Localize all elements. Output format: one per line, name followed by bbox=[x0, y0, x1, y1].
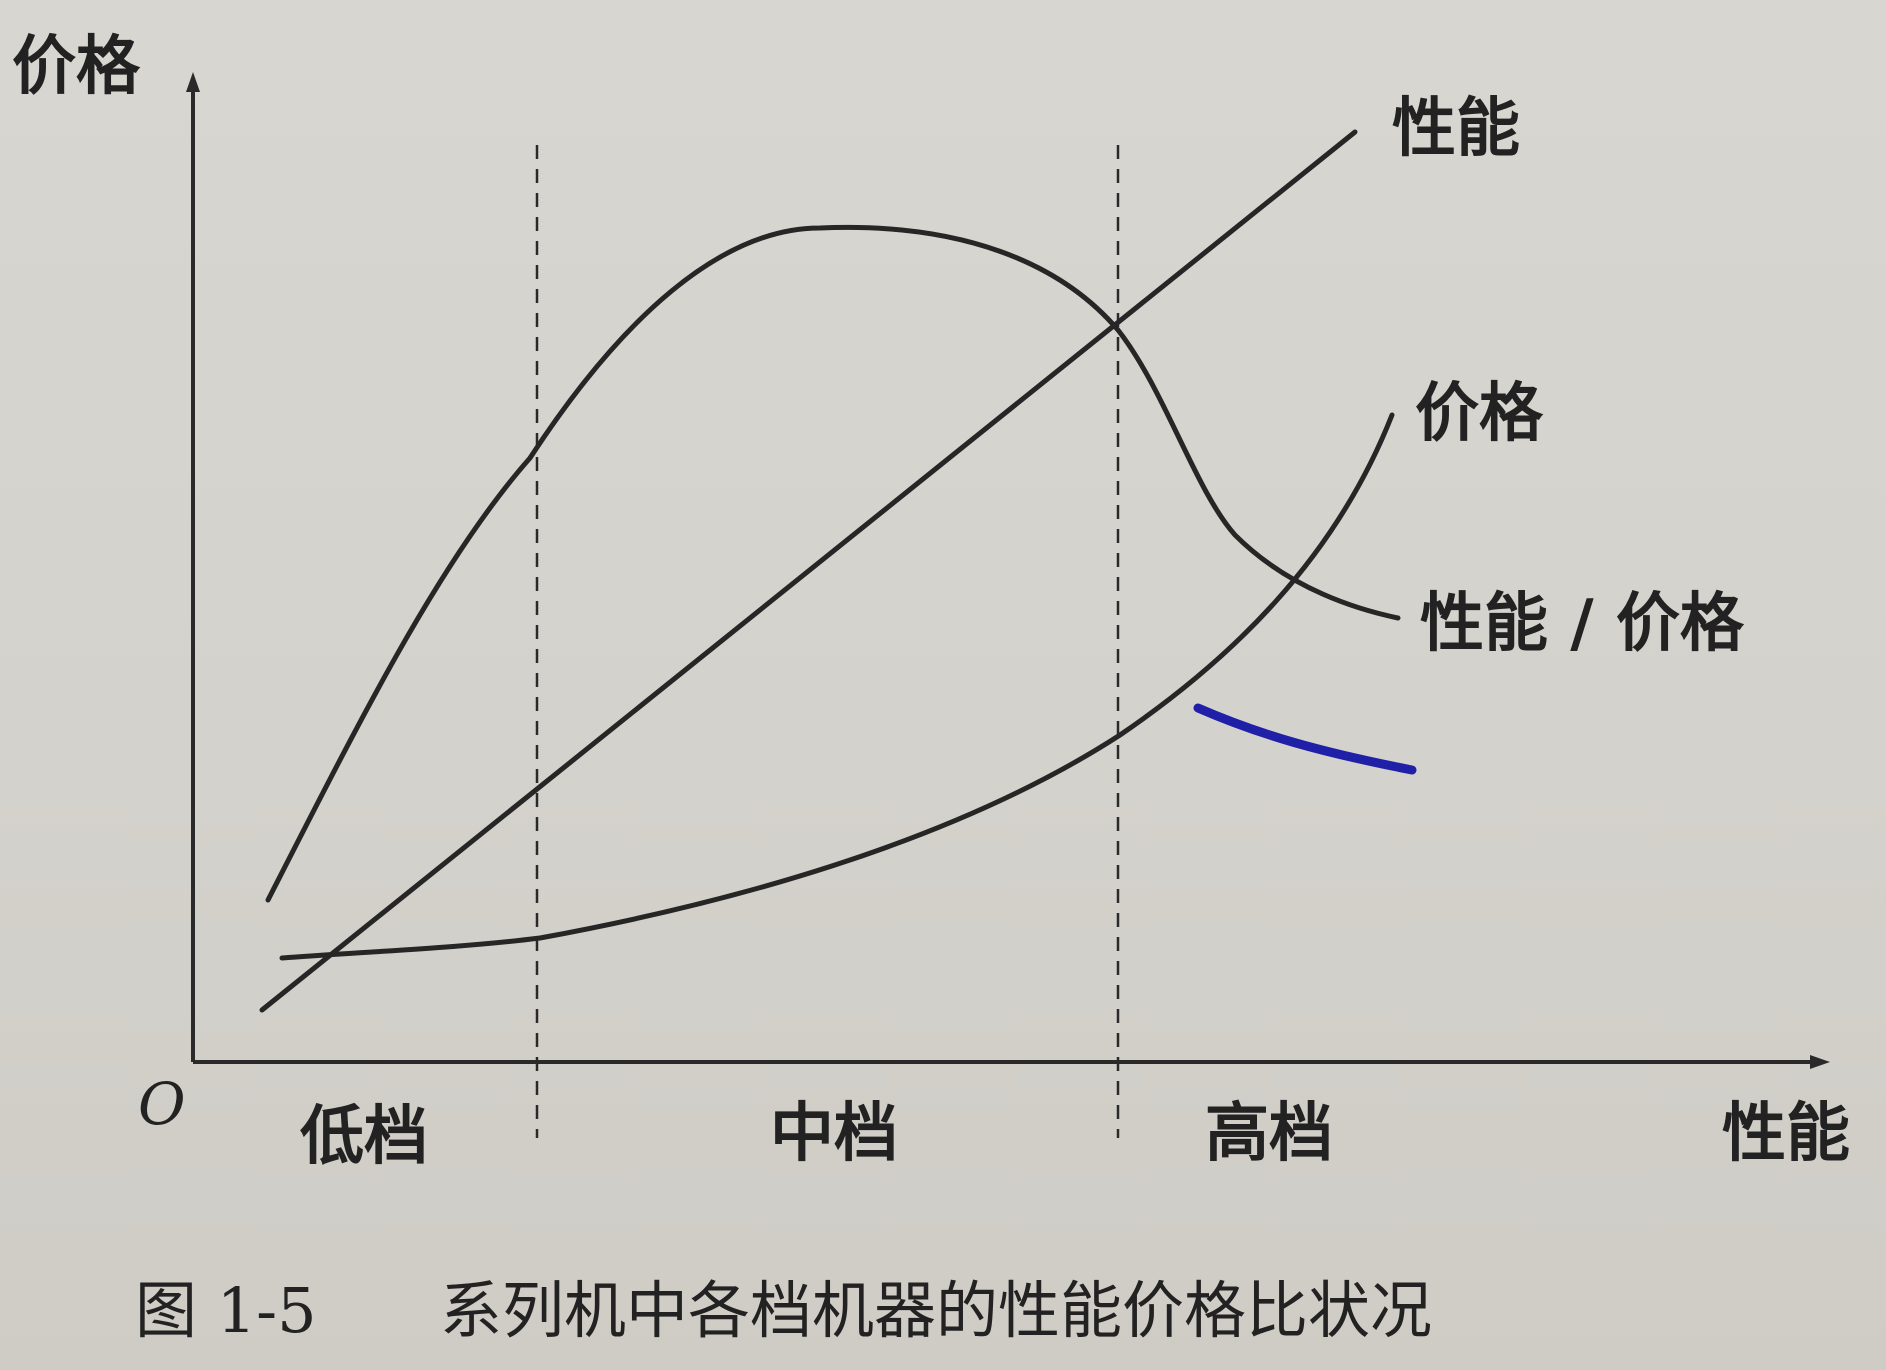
x-axis-label: 性能 bbox=[1722, 1097, 1850, 1171]
performance-curve-label: 性能 bbox=[1392, 92, 1520, 166]
segment-label-low: 低档 bbox=[300, 1100, 428, 1174]
figure-number: 图 1-5 bbox=[135, 1274, 317, 1347]
ratio-curve-label: 性能 / 价格 bbox=[1420, 587, 1745, 661]
performance-price-ratio-curve bbox=[265, 224, 1401, 903]
price-curve bbox=[279, 412, 1395, 961]
segment-label-mid: 中档 bbox=[770, 1097, 898, 1171]
price-curve-label: 价格 bbox=[1415, 377, 1544, 451]
segment-label-high: 高档 bbox=[1205, 1097, 1333, 1171]
figure-caption: 系列机中各档机器的性能价格比状况 bbox=[440, 1274, 1432, 1347]
pen-mark bbox=[1193, 703, 1417, 775]
origin-label: O bbox=[138, 1070, 186, 1138]
performance-curve bbox=[259, 129, 1358, 1013]
y-axis-label: 价格 bbox=[12, 30, 141, 104]
